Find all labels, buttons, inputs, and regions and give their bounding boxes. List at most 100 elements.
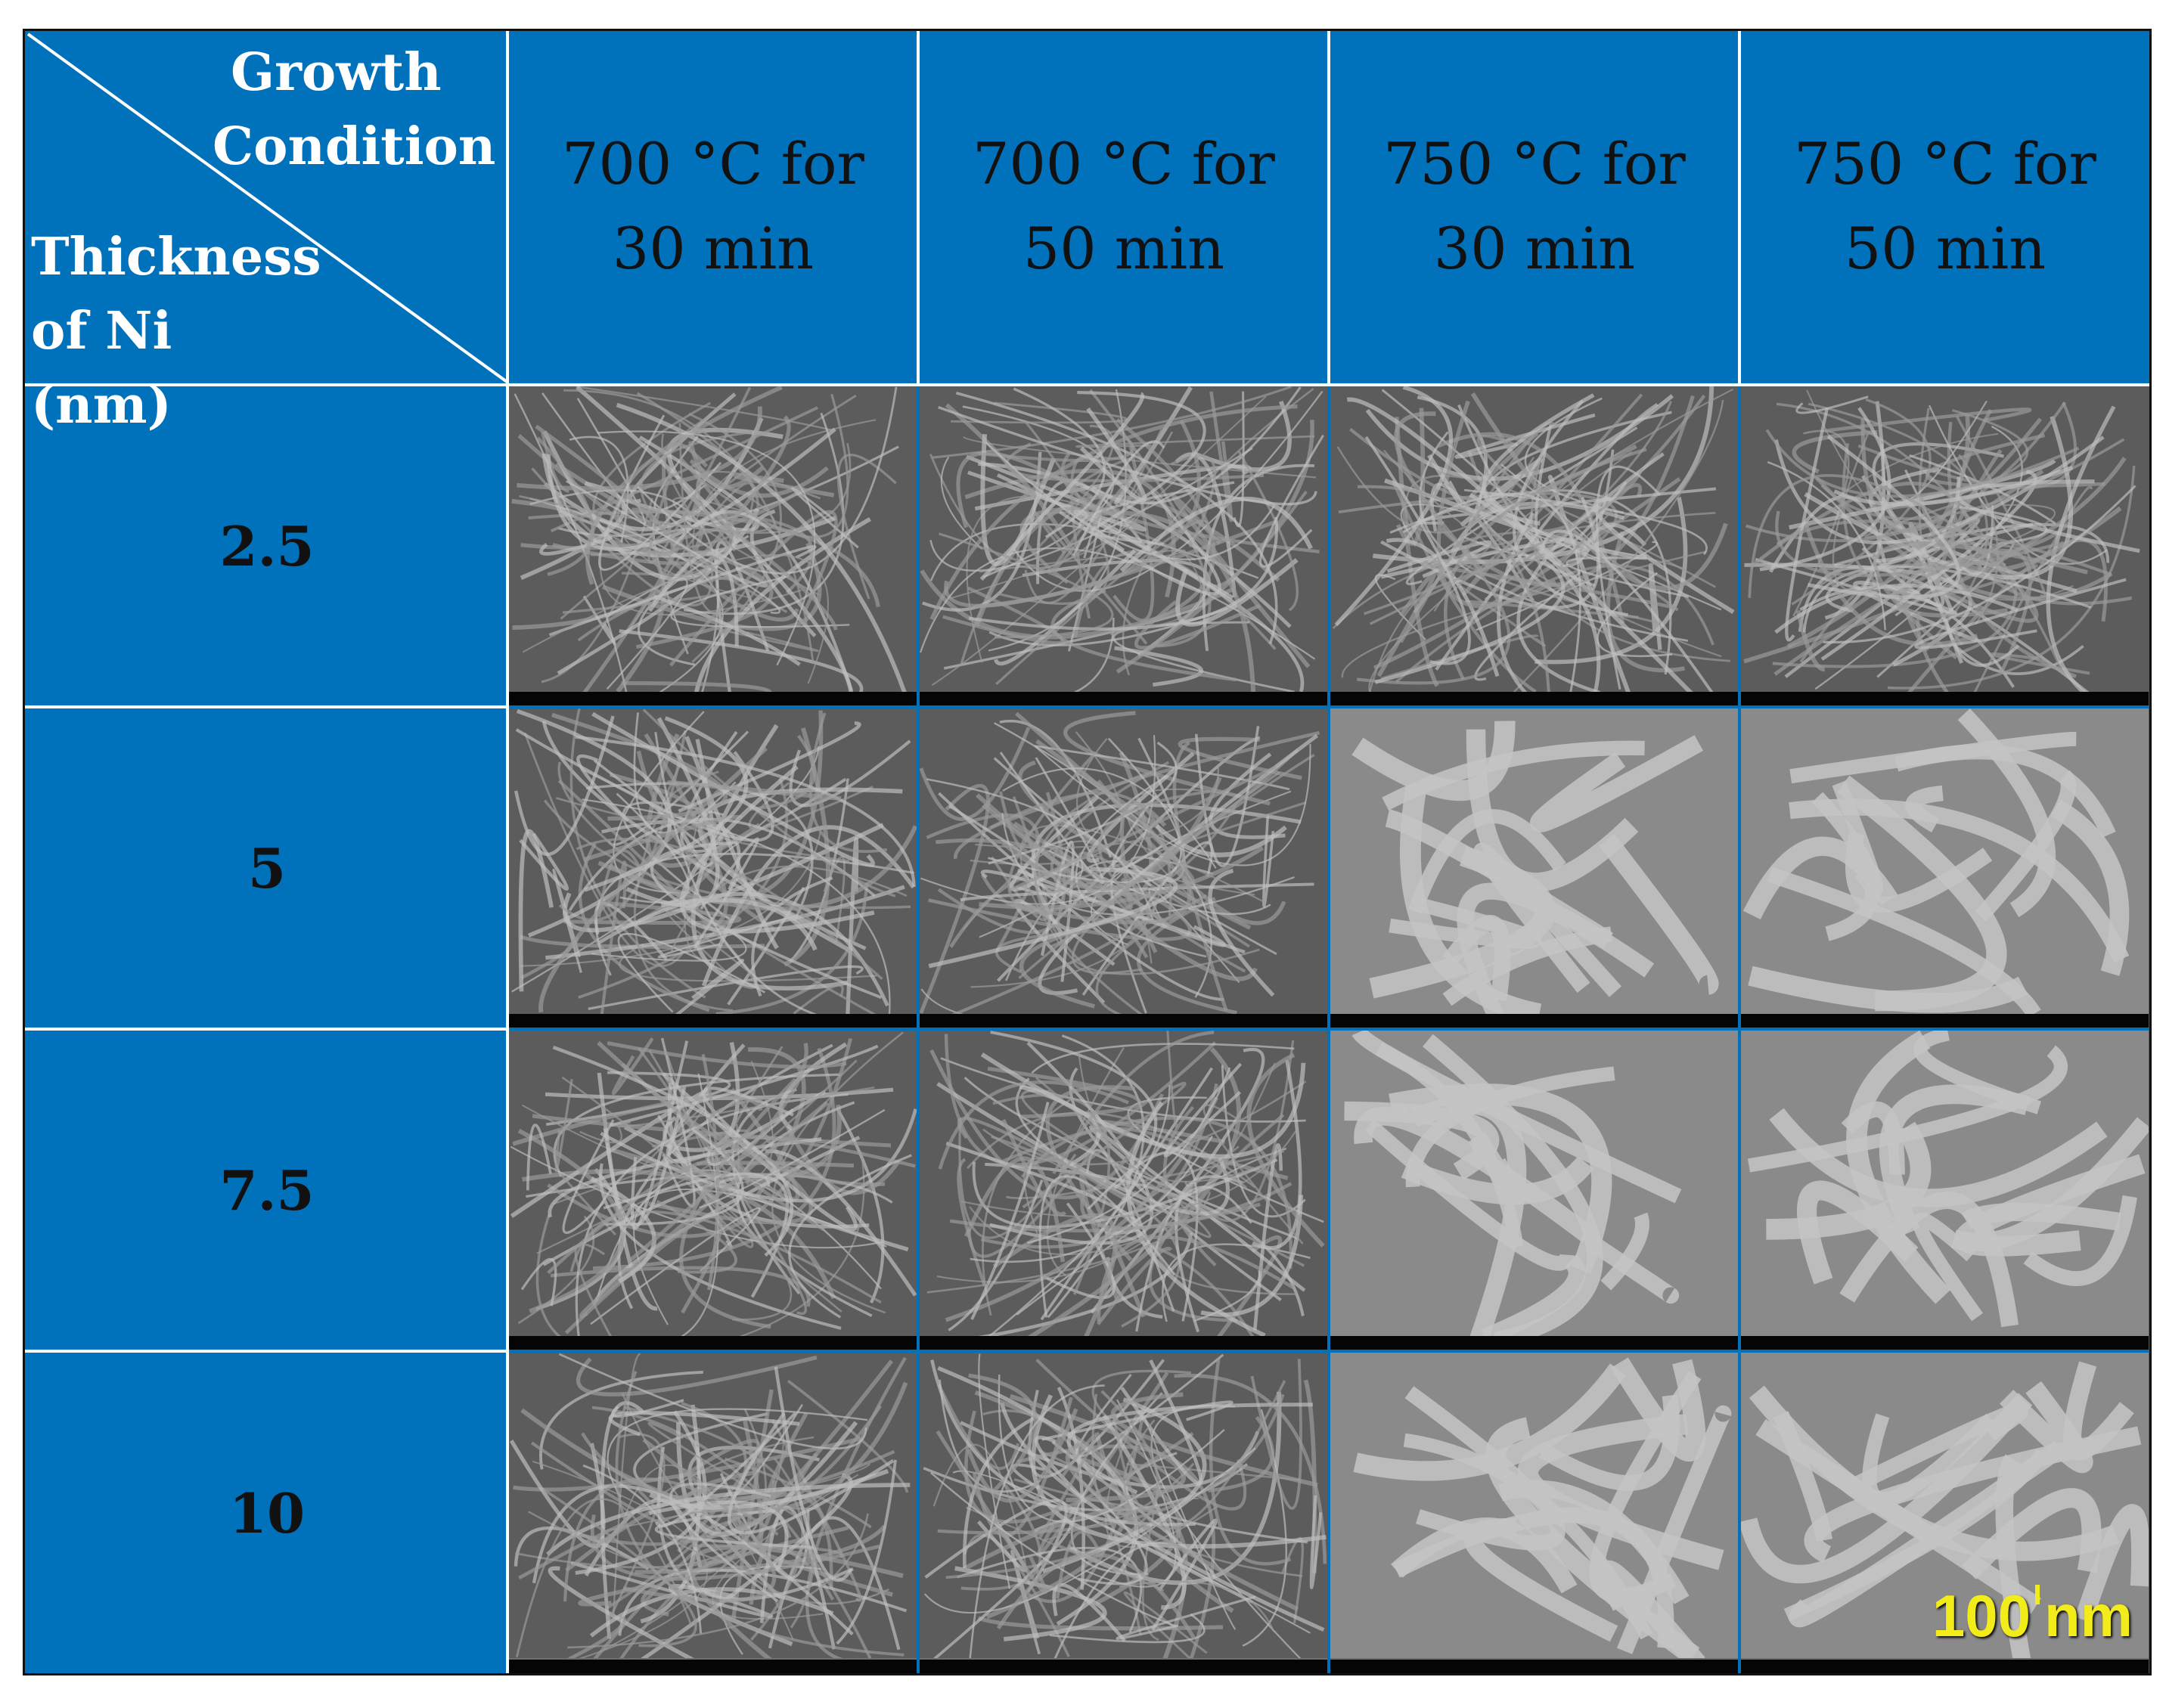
- sem-micrograph: [920, 386, 1327, 692]
- fiber-strand: [1517, 1413, 1724, 1570]
- fiber-strand: [778, 1042, 848, 1131]
- fiber-strand: [591, 931, 747, 962]
- fiber-strand: [1027, 1067, 1231, 1245]
- fiber-strand: [512, 518, 706, 631]
- fiber-strand: [1209, 1358, 1292, 1566]
- fiber-strand: [1789, 798, 2130, 963]
- fiber-strand: [1748, 473, 1963, 598]
- sem-image: [920, 1353, 1327, 1673]
- sem-image: [1741, 386, 2149, 705]
- sem-image: [1330, 1031, 1738, 1350]
- fiber-strand: [1250, 1359, 1302, 1510]
- fiber-strand: [1341, 550, 1707, 678]
- fiber-strand: [578, 1582, 656, 1607]
- fiber-strand: [1134, 600, 1261, 650]
- fiber-strand: [1357, 485, 1550, 692]
- fiber-strand: [808, 712, 888, 853]
- fiber-strand: [1163, 1062, 1243, 1158]
- fiber-strand: [622, 1438, 777, 1603]
- fiber-strand: [607, 1408, 868, 1499]
- fiber-strand: [550, 406, 818, 533]
- sem-image: [509, 1031, 917, 1350]
- fiber-strand: [920, 988, 964, 1014]
- fiber-strand: [948, 1179, 1044, 1331]
- fiber-strand: [1765, 429, 2080, 498]
- fiber-strand: [1356, 549, 1511, 685]
- fiber-strand: [700, 393, 849, 538]
- grid-line-vertical: [917, 31, 920, 386]
- fiber-strand: [1175, 452, 1237, 598]
- fiber-strand: [1010, 816, 1192, 925]
- fiber-strand: [579, 1124, 622, 1144]
- fiber-strand: [932, 1519, 1072, 1658]
- sem-info-bar: [509, 1660, 917, 1673]
- fiber-strand: [520, 1257, 557, 1307]
- fiber-strand: [539, 535, 613, 556]
- fiber-strand: [791, 487, 859, 549]
- fiber-strand: [1096, 1247, 1173, 1325]
- fiber-strand: [945, 403, 1075, 551]
- fiber-strand: [1193, 1269, 1261, 1322]
- fiber-strand: [957, 1546, 1143, 1633]
- fiber-strand: [1789, 458, 2056, 530]
- sem-image: [509, 708, 917, 1028]
- fiber-strand: [1066, 1403, 1313, 1495]
- fiber-strand: [1824, 408, 2032, 433]
- fiber-strand: [836, 1459, 897, 1645]
- column-header-3-line2: 30 min: [1433, 215, 1636, 282]
- fiber-strand: [642, 708, 896, 897]
- fiber-strand: [1351, 721, 1516, 801]
- fiber-strand: [1051, 470, 1137, 572]
- sem-micrograph: [920, 708, 1327, 1014]
- fiber-strand: [930, 1471, 1177, 1628]
- fiber-strand: [1820, 470, 2037, 661]
- grid-line-horizontal: [25, 1350, 509, 1353]
- sem-image: [1741, 708, 2149, 1028]
- fiber-strand: [615, 1370, 905, 1657]
- fiber-strand: [969, 1206, 1190, 1256]
- fiber-strand: [610, 1044, 879, 1127]
- fiber-strand: [785, 1125, 901, 1195]
- fiber-strand: [1096, 779, 1286, 925]
- fiber-strand: [670, 575, 850, 628]
- sem-micrograph: [1741, 1031, 2149, 1336]
- fiber-strand: [653, 436, 707, 511]
- fiber-strand: [1913, 1031, 2041, 1114]
- fiber-strand: [616, 402, 907, 692]
- sem-info-bar: [920, 692, 1327, 705]
- fiber-strand: [1610, 1357, 1706, 1462]
- fiber-strand: [593, 1047, 836, 1270]
- fiber-strand: [715, 516, 838, 631]
- column-header-4: 750 °C for 50 min: [1741, 122, 2149, 291]
- fiber-strand: [1474, 571, 1581, 681]
- fiber-strand: [590, 1207, 761, 1325]
- fiber-strand: [1097, 1235, 1296, 1322]
- fiber-strand: [1209, 391, 1234, 522]
- fiber-strand: [789, 739, 911, 808]
- fiber-strand: [542, 1488, 697, 1648]
- fiber-strand: [1530, 735, 1704, 832]
- fiber-strand: [640, 430, 788, 613]
- fiber-strand: [600, 860, 627, 1014]
- fiber-strand: [1400, 786, 1542, 1014]
- fiber-strand: [678, 423, 746, 615]
- fiber-strand: [1513, 399, 1724, 692]
- fiber-strand: [942, 586, 1064, 645]
- fiber-strand: [1959, 505, 2048, 545]
- fiber-strand: [1444, 448, 1647, 680]
- fiber-strand: [1954, 1154, 2146, 1257]
- fiber-strand: [954, 1566, 1107, 1641]
- figure-table: Growth Condition Thickness of Ni (nm) 70…: [23, 29, 2152, 1675]
- fiber-strand: [1262, 814, 1275, 908]
- corner-diagonal: [26, 33, 509, 383]
- fiber-strand: [964, 1410, 1194, 1524]
- fiber-strand: [535, 1214, 561, 1336]
- fiber-strand: [2023, 1195, 2137, 1286]
- sem-image: [1330, 1353, 1738, 1673]
- fiber-strand: [938, 405, 1317, 506]
- fiber-strand: [1484, 401, 1673, 601]
- fiber-strand: [590, 1176, 656, 1284]
- fiber-strand: [514, 715, 615, 856]
- sem-image: [509, 386, 917, 705]
- fiber-strand: [531, 467, 714, 607]
